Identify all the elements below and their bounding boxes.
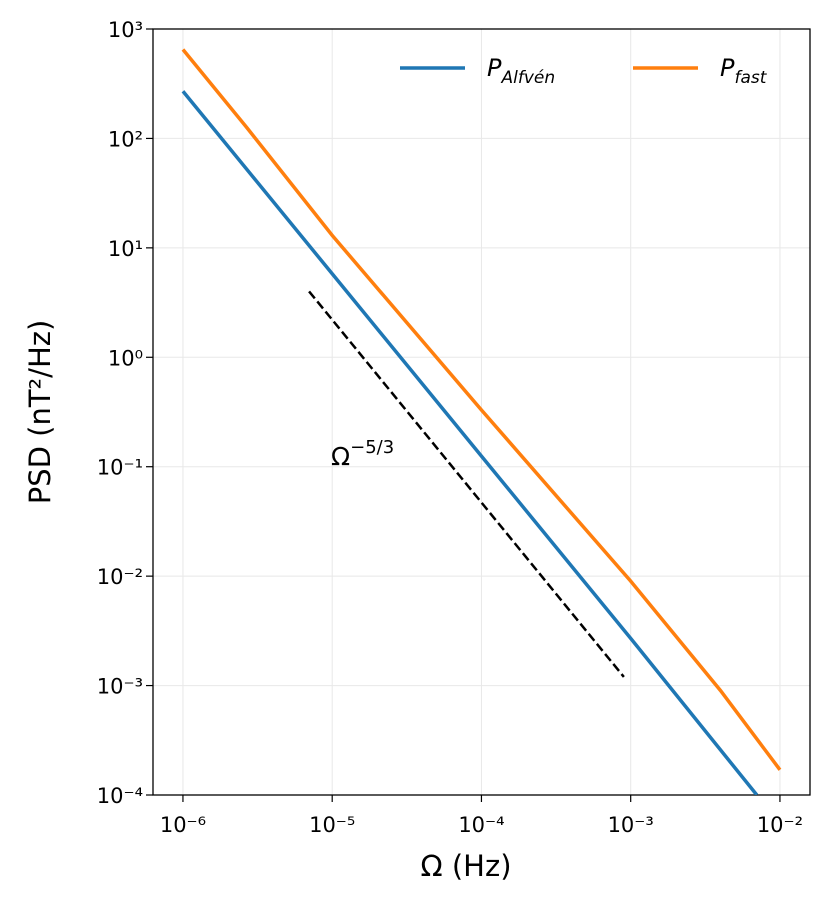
x-tick-label: 10⁻³ bbox=[608, 813, 654, 837]
x-tick-label: 10⁻⁶ bbox=[160, 813, 206, 837]
reference-line bbox=[308, 290, 625, 678]
y-tick-label: 10² bbox=[108, 127, 143, 151]
x-axis-label: Ω (Hz) bbox=[420, 849, 511, 883]
y-tick-label: 10¹ bbox=[108, 237, 143, 261]
y-tick-label: 10⁻⁴ bbox=[97, 784, 143, 808]
y-tick-label: 10⁻³ bbox=[97, 675, 143, 699]
x-tick-label: 10⁻⁵ bbox=[309, 813, 355, 837]
y-tick-label: 10⁻² bbox=[97, 565, 143, 589]
legend-name: P bbox=[487, 54, 502, 82]
x-tick-label: 10⁻² bbox=[757, 813, 803, 837]
y-axis-label: PSD (nT²/Hz) bbox=[23, 320, 57, 505]
legend-subscript: fast bbox=[734, 68, 767, 88]
y-tick-label: 10⁻¹ bbox=[97, 456, 143, 480]
annotation: Ω−5/3 bbox=[331, 437, 394, 471]
series-line bbox=[181, 90, 759, 795]
y-tick-label: 10³ bbox=[108, 18, 143, 42]
y-tick-label: 10⁰ bbox=[108, 346, 143, 370]
series-line bbox=[181, 48, 782, 771]
annotation-superscript: −5/3 bbox=[350, 437, 394, 458]
legend-label: PAlfvén bbox=[487, 54, 555, 88]
annotation-text: Ω bbox=[331, 442, 350, 471]
legend-name: P bbox=[720, 54, 735, 82]
x-tick-label: 10⁻⁴ bbox=[458, 813, 504, 837]
legend-subscript: Alfvén bbox=[500, 68, 555, 88]
legend-label: Pfast bbox=[720, 54, 768, 88]
